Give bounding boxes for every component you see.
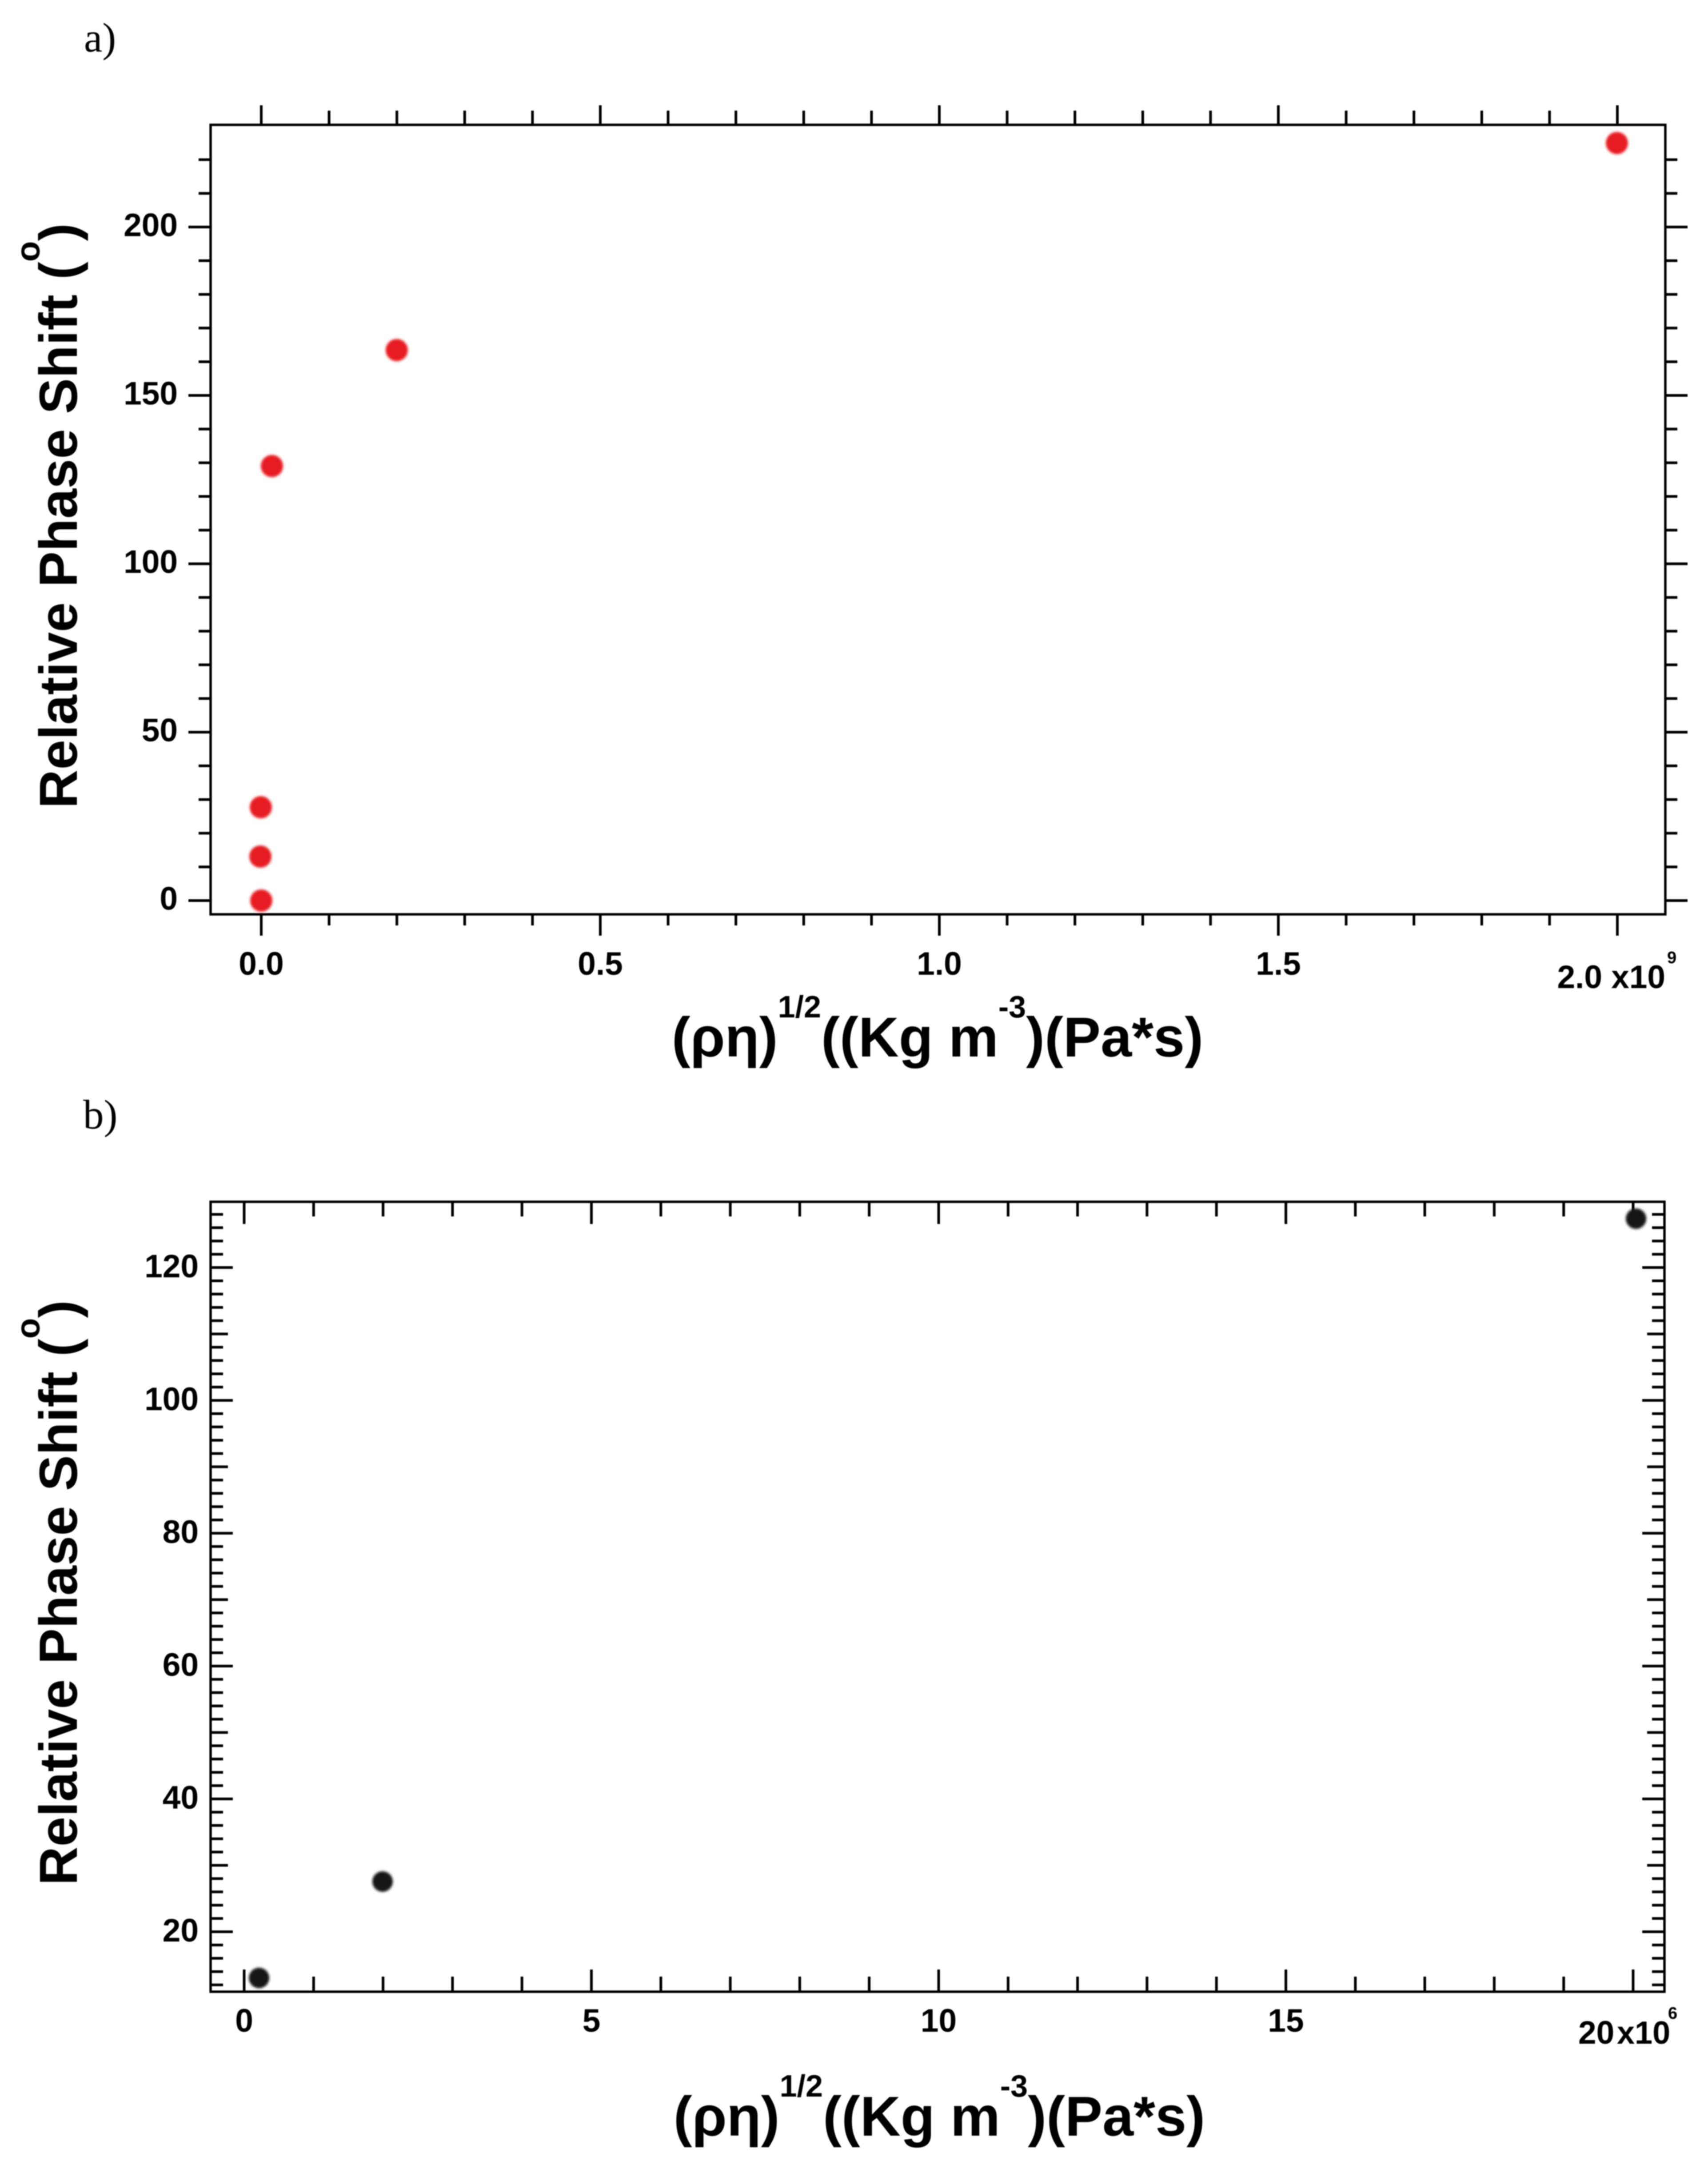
svg-text:50: 50	[142, 713, 178, 749]
svg-text:100: 100	[144, 1381, 199, 1417]
svg-text:15: 15	[1268, 2003, 1304, 2039]
svg-text:a): a)	[84, 15, 116, 61]
svg-text:b): b)	[83, 1092, 117, 1138]
svg-text:100: 100	[124, 544, 178, 580]
svg-text:0.0: 0.0	[239, 946, 283, 982]
svg-text:60: 60	[163, 1647, 199, 1683]
svg-text:10: 10	[921, 2003, 957, 2039]
svg-text:150: 150	[124, 376, 178, 412]
svg-text:6: 6	[1668, 2004, 1677, 2023]
svg-text:0: 0	[160, 881, 178, 917]
svg-text:200: 200	[124, 207, 178, 243]
svg-text:5: 5	[583, 2003, 601, 2039]
svg-text:20: 20	[1578, 2015, 1614, 2051]
svg-text:20: 20	[163, 1913, 199, 1949]
svg-text:40: 40	[163, 1780, 199, 1816]
svg-text:1.5: 1.5	[1256, 946, 1301, 982]
svg-text:x10: x10	[1617, 2015, 1670, 2051]
svg-text:1.0: 1.0	[917, 946, 962, 982]
svg-text:9: 9	[1667, 949, 1676, 967]
svg-text:80: 80	[163, 1514, 199, 1550]
svg-text:0: 0	[235, 2003, 253, 2039]
svg-text:0.5: 0.5	[578, 946, 623, 982]
svg-text:120: 120	[144, 1248, 199, 1284]
svg-text:2.0 x10: 2.0 x10	[1557, 959, 1665, 995]
